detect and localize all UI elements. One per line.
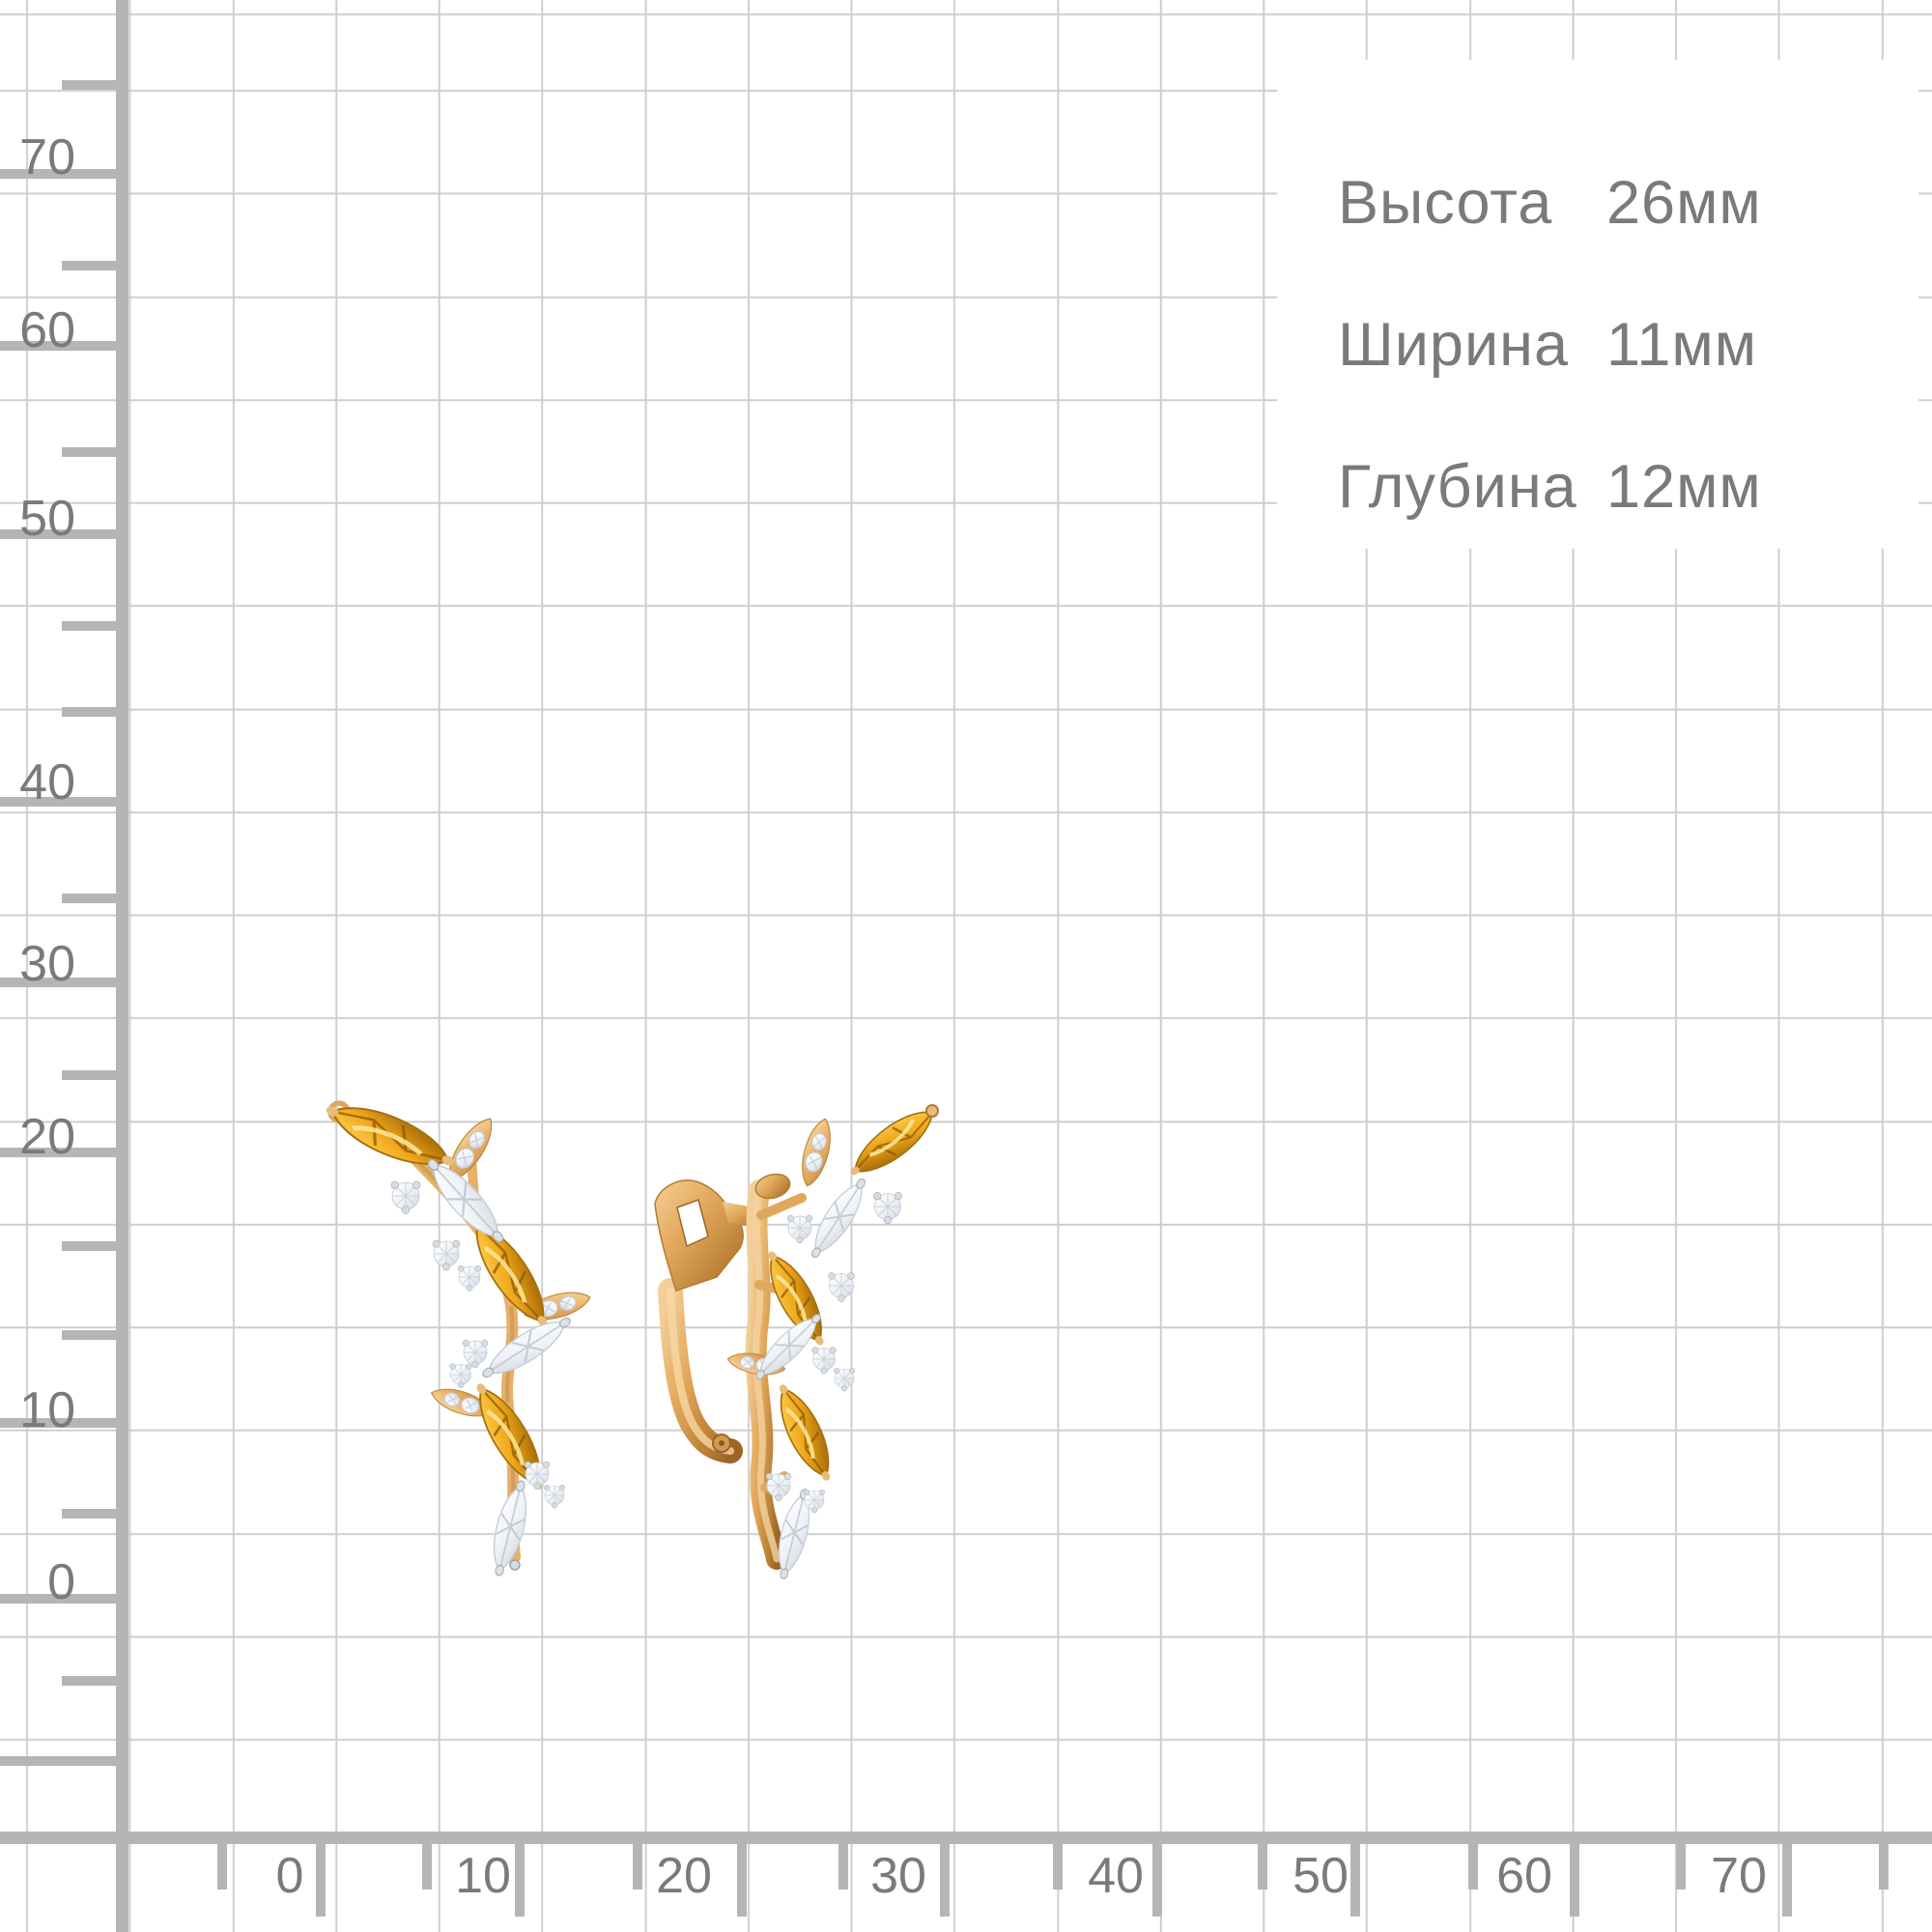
bottom-ruler-label-30: 30 — [870, 1848, 926, 1904]
round-cz-stone — [786, 1214, 813, 1244]
bottom-ruler-label-20: 20 — [656, 1848, 712, 1904]
round-cz-stone — [543, 1484, 566, 1509]
bottom-ruler-label-10: 10 — [455, 1848, 511, 1904]
bottom-ruler-label-40: 40 — [1088, 1848, 1144, 1904]
dimension-value-height: 26мм — [1606, 169, 1762, 237]
left-ruler-label-60: 60 — [19, 302, 75, 358]
gold-column — [745, 1173, 807, 1570]
left-ruler-label-10: 10 — [19, 1382, 75, 1438]
tip-prong — [925, 1104, 939, 1118]
left-ruler-label-40: 40 — [19, 754, 75, 810]
dimension-row-depth: Глубина 12мм — [1338, 453, 1762, 521]
dimension-row-height: Высота 26мм — [1338, 169, 1762, 237]
citrine-marquise-stone — [767, 1378, 841, 1487]
latch-hole — [676, 1199, 709, 1248]
dimension-label-height: Высота — [1338, 169, 1553, 237]
round-cz-stone — [462, 1339, 489, 1369]
dimension-label-depth: Глубина — [1338, 453, 1577, 521]
left-ruler-label-0: 0 — [47, 1554, 75, 1610]
round-cz-stone — [449, 1363, 472, 1389]
left-ruler-label-70: 70 — [19, 129, 75, 185]
cz-marquise-stone — [803, 1173, 874, 1264]
earrings-illustration — [319, 1082, 976, 1584]
left-ruler-bar — [116, 0, 128, 1932]
left-ruler-label-50: 50 — [19, 491, 75, 547]
bottom-ruler-label-50: 50 — [1293, 1848, 1349, 1904]
bottom-ruler-bar — [0, 1832, 1932, 1844]
dimension-label-width: Ширина — [1338, 311, 1569, 379]
dimensions-panel — [1277, 60, 1918, 549]
dimension-value-depth: 12мм — [1606, 453, 1762, 521]
round-cz-stone — [811, 1347, 837, 1375]
right-earring — [654, 1097, 945, 1581]
round-cz-stone — [872, 1191, 903, 1225]
gold-leaf-pod — [796, 1116, 837, 1189]
round-cz-stone — [390, 1180, 421, 1215]
left-ruler-label-30: 30 — [19, 936, 75, 992]
bottom-ruler-ticks — [217, 1832, 1889, 1917]
dimension-value-width: 11мм — [1606, 311, 1758, 379]
left-ruler-label-20: 20 — [19, 1109, 75, 1165]
round-cz-stone — [833, 1367, 856, 1392]
round-cz-stone — [828, 1272, 855, 1302]
bottom-prong — [509, 1559, 521, 1571]
bottom-ruler-label-60: 60 — [1496, 1848, 1552, 1904]
round-cz-stone — [432, 1239, 461, 1271]
bottom-ruler-label-70: 70 — [1711, 1848, 1767, 1904]
round-cz-stone — [457, 1264, 482, 1292]
bottom-ruler-label-0: 0 — [275, 1848, 304, 1904]
cz-marquise-stone — [476, 1308, 577, 1386]
left-earring — [320, 1092, 593, 1578]
dimension-row-width: Ширина 11мм — [1338, 311, 1757, 379]
left-ruler-ticks — [0, 80, 116, 1766]
